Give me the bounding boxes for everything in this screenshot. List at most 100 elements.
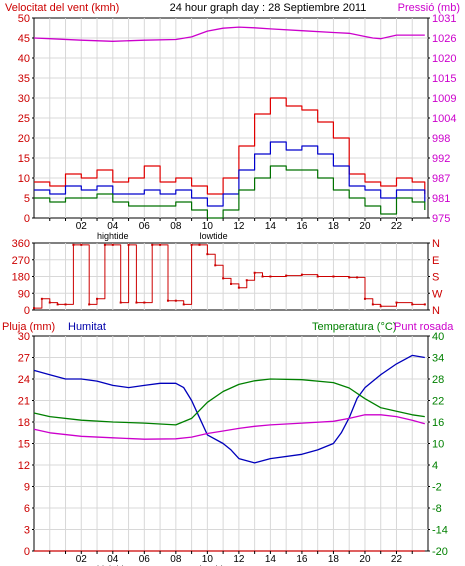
y-tick-label-left: 6 (24, 503, 30, 515)
x-tick-label: 18 (328, 221, 340, 232)
y-tick-label-right: -20 (432, 546, 448, 558)
y-tick-label-right: -2 (432, 482, 442, 494)
humidity-temperature-panel: 0 -20 3 -14 6 -8 9 -2 12 4 15 10 18 16 21 22 24 28 27 34 30 4… (18, 331, 448, 566)
dewpoint-axis-label: Punt rosada (394, 321, 454, 333)
direction-point (237, 286, 240, 289)
x-tick-label: 08 (170, 554, 182, 565)
direction-point (395, 301, 398, 304)
direction-point (269, 275, 272, 278)
direction-point (245, 279, 248, 282)
x-tick-label: 10 (202, 554, 214, 565)
direction-point (151, 243, 154, 246)
direction-point (261, 275, 264, 278)
y-tick-label-left: 15 (18, 153, 30, 165)
direction-point (159, 243, 162, 246)
y-tick-label-right: 1020 (432, 53, 456, 65)
x-tick-label: 02 (76, 554, 88, 565)
direction-point (348, 276, 351, 279)
y-tick-label-left: 21 (18, 396, 30, 408)
y-tick-label-left: 27 (18, 353, 30, 365)
direction-point (371, 303, 374, 306)
y-tick-label-right: S (432, 272, 439, 284)
wind_low-series-line (34, 165, 426, 219)
direction-point (64, 303, 67, 306)
x-tick-label: 10 (202, 221, 214, 232)
tide-label: lowtide (200, 564, 228, 566)
direction-point (96, 297, 99, 300)
y-tick-label-left: 50 (18, 13, 30, 25)
y-tick-label-right: 40 (432, 331, 444, 343)
humidity-series-line (33, 354, 425, 464)
y-tick-label-left: 0 (24, 213, 30, 225)
y-tick-label-right: 16 (432, 417, 444, 429)
y-tick-label-right: 1031 (432, 13, 456, 25)
direction-point (363, 297, 366, 300)
x-tick-label: 16 (296, 554, 308, 565)
y-tick-label-right: 998 (432, 133, 450, 145)
y-tick-label-left: 30 (18, 331, 30, 343)
y-tick-label-right: 22 (432, 396, 444, 408)
x-tick-label: 06 (139, 221, 151, 232)
x-tick-label: 02 (76, 221, 88, 232)
y-tick-label-right: 34 (432, 353, 444, 365)
x-tick-label: 06 (139, 554, 151, 565)
pressure-series-line (33, 26, 425, 42)
direction-point (40, 297, 43, 300)
y-tick-label-right: N (432, 238, 440, 250)
direction-point (135, 301, 138, 304)
y-tick-label-left: 24 (18, 374, 30, 386)
y-tick-label-left: 360 (12, 238, 30, 250)
y-tick-label-right: -14 (432, 525, 448, 537)
direction-point (127, 243, 130, 246)
y-tick-label-left: 270 (12, 255, 30, 267)
x-tick-label: 20 (359, 554, 371, 565)
tide-label: lowtide (200, 231, 228, 241)
wind-speed-axis-label: Velocitat del vent (kmh) (5, 2, 119, 14)
y-tick-label-left: 9 (24, 482, 30, 494)
dewpoint-series-line (33, 414, 425, 440)
rain-axis-label: Pluja (mm) (2, 321, 55, 333)
y-tick-label-right: E (432, 255, 439, 267)
humidity-axis-label: Humitat (68, 321, 106, 333)
x-tick-label: 16 (296, 221, 308, 232)
wind-direction-panel: 0 N 90 W 180 S 270 E 360 N (12, 238, 443, 317)
y-tick-label-left: 15 (18, 439, 30, 451)
direction-point (285, 274, 288, 277)
y-tick-label-right: N (432, 305, 440, 317)
y-tick-label-right: 987 (432, 173, 450, 185)
x-tick-label: 22 (391, 554, 403, 565)
y-tick-label-left: 5 (24, 193, 30, 205)
y-tick-label-left: 3 (24, 525, 30, 537)
y-tick-label-left: 10 (18, 173, 30, 185)
direction-point (222, 277, 225, 280)
y-tick-label-left: 35 (18, 73, 30, 85)
direction-point (300, 273, 303, 276)
x-tick-label: 04 (107, 554, 119, 565)
y-tick-label-left: 30 (18, 93, 30, 105)
y-tick-label-right: 1015 (432, 73, 456, 85)
y-tick-label-right: W (432, 288, 443, 300)
direction-point (174, 299, 177, 302)
y-tick-label-left: 25 (18, 113, 30, 125)
y-tick-label-left: 180 (12, 272, 30, 284)
x-tick-label: 20 (359, 221, 371, 232)
y-tick-label-left: 45 (18, 33, 30, 45)
y-tick-label-right: -8 (432, 503, 442, 515)
wind_avg-series-line (34, 141, 426, 207)
direction-point (111, 243, 114, 246)
x-tick-label: 04 (107, 221, 119, 232)
tide-label: hightide (97, 231, 129, 241)
direction-point (56, 303, 59, 306)
direction-point (80, 243, 83, 246)
direction-point (103, 243, 106, 246)
direction-point (88, 303, 91, 306)
direction-point (190, 243, 193, 246)
y-tick-label-left: 90 (18, 288, 30, 300)
y-tick-label-right: 981 (432, 193, 450, 205)
direction-point (143, 301, 146, 304)
x-tick-label: 12 (233, 554, 245, 565)
direction-point (332, 275, 335, 278)
y-tick-label-right: 1009 (432, 93, 456, 105)
